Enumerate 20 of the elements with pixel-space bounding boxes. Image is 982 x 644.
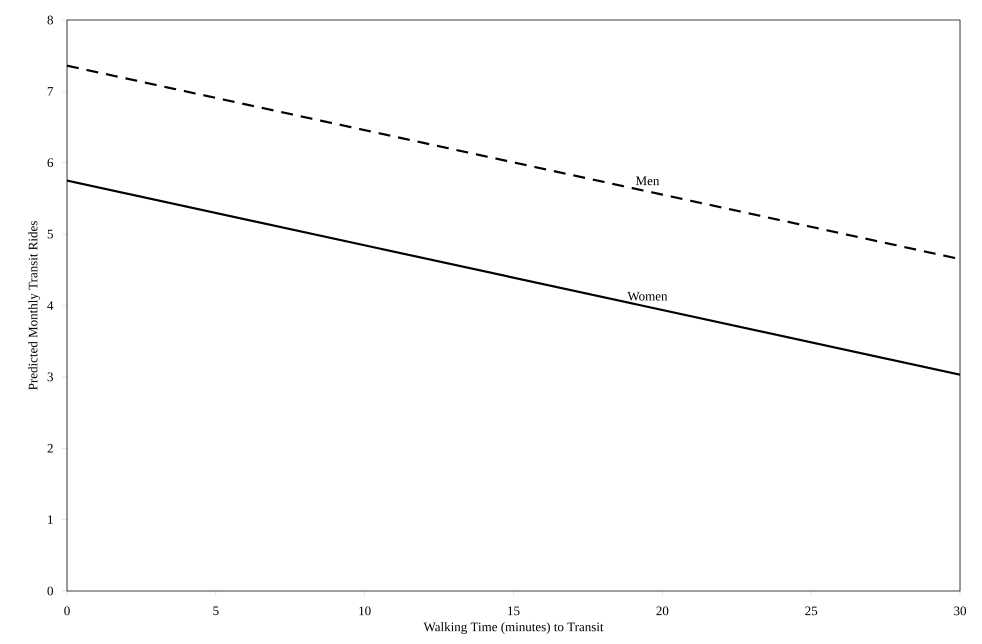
x-axis-title: Walking Time (minutes) to Transit (424, 622, 604, 634)
y-tick-label: 3 (48, 372, 53, 382)
series-label: Women (627, 292, 668, 301)
x-tick-label: 10 (359, 606, 371, 616)
y-tick-label: 0 (47, 586, 53, 596)
x-tick-label: 5 (213, 606, 219, 616)
series-label: Men (636, 176, 660, 186)
y-tick-label: 7 (48, 87, 54, 96)
y-tick-label: 2 (48, 444, 53, 453)
x-tick-label: 25 (805, 606, 818, 616)
y-tick-label: 4 (47, 301, 54, 310)
y-tick-label: 5 (48, 230, 53, 238)
x-tick-label: 15 (508, 606, 520, 616)
y-tick-label: 1 (48, 515, 53, 524)
y-axis-title: Predicted Monthly Transit Rides (28, 221, 40, 390)
x-tick-label: 20 (656, 606, 668, 616)
x-tick-label: 0 (64, 606, 70, 616)
x-tick-label: 30 (954, 606, 966, 616)
y-tick-label: 8 (47, 16, 53, 24)
y-tick-label: 6 (48, 158, 54, 168)
